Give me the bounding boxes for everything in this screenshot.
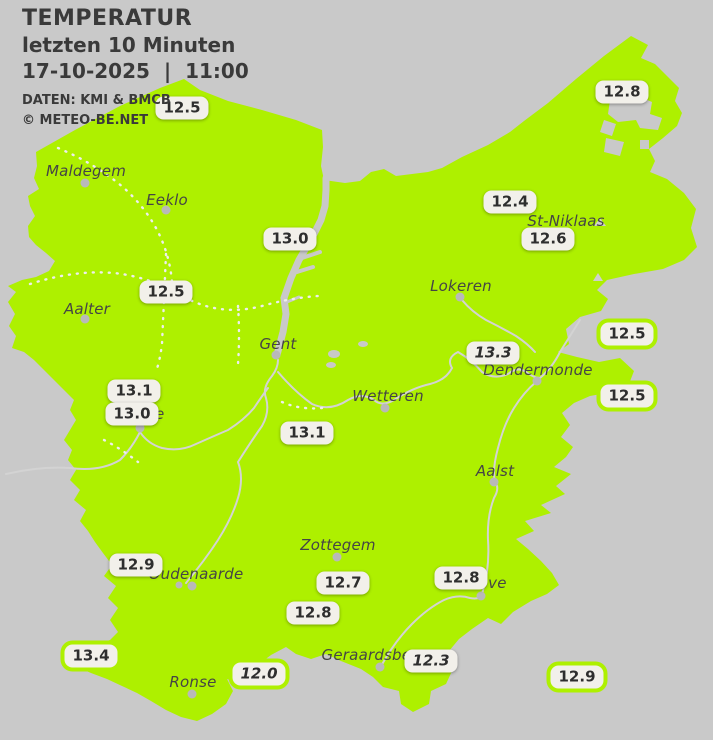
city-dot [161, 205, 171, 215]
temperature-badge: 13.1 [107, 379, 161, 403]
temperature-badge: 13.3 [466, 341, 520, 365]
marker-triangles [593, 218, 606, 281]
city-label-eeklo: Eeklo [146, 191, 188, 209]
map-header: TEMPERATUR letzten 10 Minuten 17-10-2025… [22, 6, 249, 131]
city-dot [135, 423, 145, 433]
city-label-maldegem: Maldegem [45, 162, 127, 180]
city-dot [80, 178, 90, 188]
city-label-aalter: Aalter [63, 300, 111, 318]
temperature-badge: 13.0 [105, 402, 159, 426]
lakes [326, 341, 368, 368]
temperature-badge: 12.8 [286, 601, 340, 625]
river-leie [5, 387, 269, 475]
harbour-docks [600, 96, 662, 156]
city-dot [271, 350, 281, 360]
temperature-badge: 12.8 [595, 80, 649, 104]
city-dot [532, 376, 542, 386]
city-label-lokeren: Lokeren [430, 277, 492, 295]
temperature-badge: 13.4 [64, 644, 118, 668]
city-label-ronse: Ronse [169, 673, 217, 691]
city-dot [455, 292, 465, 302]
city-label-gent: Gent [259, 335, 297, 353]
city-dot [80, 314, 90, 324]
city-label-oudenaarde: Oudenaarde [148, 565, 244, 583]
river-scheldt-upper [185, 359, 279, 584]
canal [273, 174, 330, 359]
temperature-badge: 12.5 [600, 322, 654, 346]
copyright-label: © METEO-BE.NET [22, 113, 149, 128]
city-label-aalst: Aalst [475, 462, 515, 480]
temperature-badge: 13.0 [263, 227, 317, 251]
page-subtitle: letzten 10 Minuten [22, 33, 236, 57]
temperature-badge: 12.5 [155, 96, 209, 120]
boundaries [28, 146, 324, 464]
city-dot [175, 581, 183, 589]
city-label-dendermonde: Dendermonde [483, 361, 593, 379]
city-dot [187, 581, 197, 591]
data-source-label: DATEN: KMI & BMCB [22, 93, 171, 108]
city-dot [332, 552, 342, 562]
city-dot [375, 662, 385, 672]
river-dender [379, 381, 537, 669]
datetime-label: 17-10-2025 | 11:00 [22, 59, 249, 83]
temperature-badge: 12.8 [434, 566, 488, 590]
temperature-badge: 12.5 [139, 280, 193, 304]
temperature-badge: 12.9 [550, 665, 604, 689]
city-label-stniklaas: St-Niklaas [527, 212, 605, 230]
city-dot [489, 477, 499, 487]
page-title: TEMPERATUR [22, 6, 193, 31]
temperature-badge: 12.7 [316, 571, 370, 595]
temperature-badge: 12.0 [232, 662, 286, 686]
city-dot [476, 591, 486, 601]
temperature-badge: 12.9 [109, 553, 163, 577]
city-dot [187, 689, 197, 699]
temperature-badge: 12.5 [600, 384, 654, 408]
temperature-badge: 13.1 [280, 421, 334, 445]
temperature-badge: 12.4 [483, 190, 537, 214]
temperature-badge: 12.6 [521, 227, 575, 251]
city-dot [380, 403, 390, 413]
city-label-zottegem: Zottegem [300, 536, 376, 554]
river-durme [461, 299, 536, 353]
province-shape [8, 36, 697, 721]
temperature-badge: 12.3 [404, 649, 458, 673]
city-label-wetteren: Wetteren [352, 387, 424, 405]
